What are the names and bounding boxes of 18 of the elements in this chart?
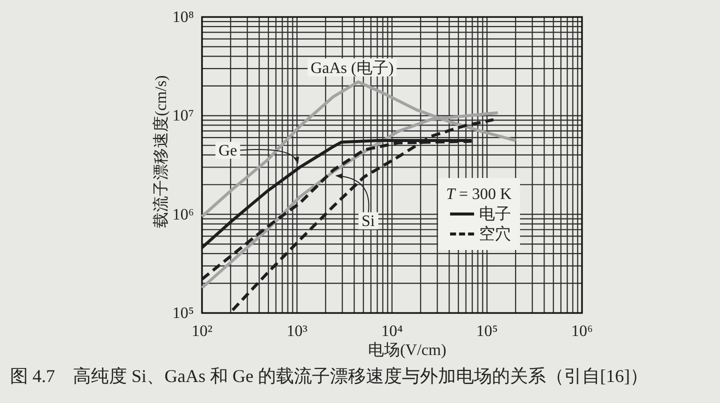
legend-label: 空穴 (479, 224, 512, 242)
y-tick-label: 10⁵ (172, 304, 194, 322)
x-axis-title: 电场(V/cm) (368, 341, 446, 359)
y-axis-title: 载流子漂移速度(cm/s) (152, 75, 170, 228)
legend-title: T = 300 K (446, 186, 512, 202)
x-tick-label: 10² (192, 323, 213, 340)
x-tick-label: 10⁴ (381, 323, 404, 340)
legend-label: 电子 (479, 204, 512, 222)
y-tick-label: 10⁶ (172, 206, 194, 223)
annotation: Ge (218, 142, 238, 159)
caption: 图 4.7 高纯度 Si、GaAs 和 Ge 的载流子漂移速度与外加电场的关系（引自[16]） (10, 366, 648, 386)
x-tick-label: 10³ (286, 323, 308, 340)
x-tick-label: 10⁵ (476, 323, 498, 340)
annotation: Si (361, 212, 376, 230)
annotation: GaAs (电子) (310, 58, 394, 76)
y-tick-label: 10⁷ (172, 107, 194, 124)
y-tick-label: 10⁸ (172, 8, 194, 26)
x-tick-label: 10⁶ (571, 323, 593, 340)
